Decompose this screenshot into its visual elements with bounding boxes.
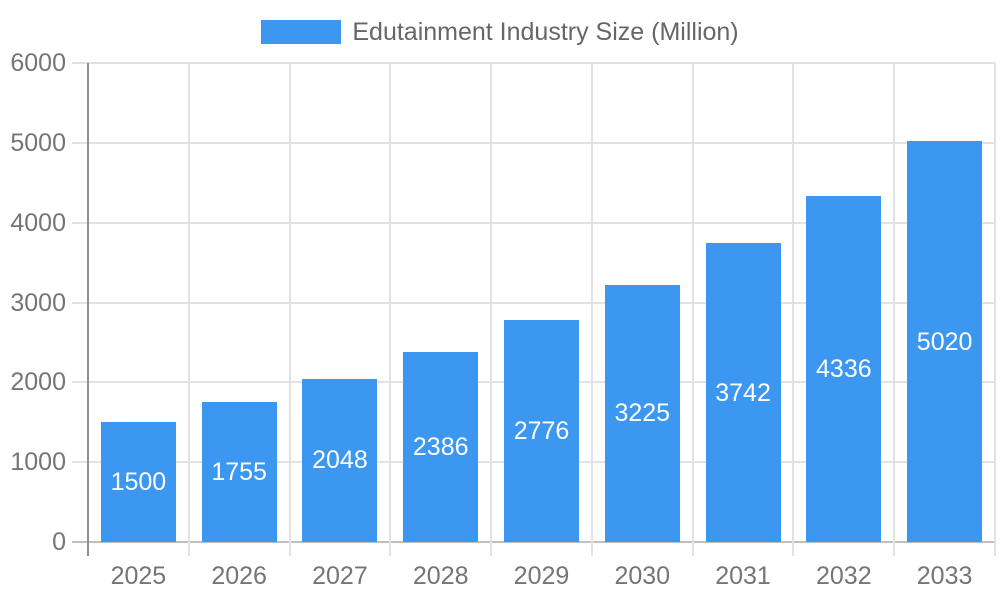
legend-swatch (261, 20, 342, 44)
x-axis-tick-label: 2028 (412, 562, 469, 590)
bar-value-label: 3742 (715, 378, 771, 407)
y-axis-tick-label: 1000 (10, 448, 66, 477)
bar-value-label: 5020 (916, 327, 973, 356)
gridline-v (691, 63, 694, 556)
x-axis-tick-label: 2033 (916, 562, 973, 590)
bar-2028[interactable] (403, 351, 479, 542)
gridline-h (72, 221, 995, 224)
bar-2026[interactable] (201, 401, 277, 542)
bar-2033[interactable] (907, 141, 983, 542)
gridline-v (893, 63, 896, 556)
gridline-h (72, 541, 995, 543)
bar-value-label: 1755 (211, 457, 267, 486)
gridline-v (590, 63, 593, 556)
x-axis-tick-label: 2032 (816, 562, 872, 590)
bar-value-label: 2386 (412, 432, 469, 461)
gridline-v (389, 63, 392, 556)
bar-value-label: 2048 (312, 446, 368, 475)
gridline-v (187, 63, 190, 556)
gridline-h (72, 141, 995, 144)
x-axis-tick-label: 2026 (211, 562, 267, 590)
x-axis-tick-label: 2031 (715, 562, 771, 590)
x-axis-tick-label: 2027 (312, 562, 368, 590)
gridline-h (72, 301, 995, 304)
y-axis-line (87, 63, 89, 556)
bar-value-label: 1500 (110, 468, 167, 497)
bar-2027[interactable] (302, 378, 378, 542)
bar-2032[interactable] (806, 195, 882, 542)
y-axis-tick-label: 2000 (10, 368, 66, 397)
y-axis-tick-label: 5000 (10, 128, 66, 157)
gridline-h (72, 62, 995, 64)
bar-value-label: 3225 (614, 399, 671, 428)
y-axis-tick-label: 4000 (10, 208, 66, 237)
bar-2025[interactable] (100, 422, 176, 542)
legend[interactable]: Edutainment Industry Size (Million) (0, 18, 1000, 46)
gridline-v (288, 63, 291, 556)
y-axis-tick-label: 3000 (10, 288, 66, 317)
bar-2029[interactable] (504, 320, 579, 542)
gridline-v (792, 63, 795, 556)
bar-value-label: 2776 (513, 417, 570, 446)
x-axis-tick-label: 2030 (614, 562, 671, 590)
x-axis-tick-label: 2029 (513, 562, 570, 590)
y-axis-tick-label: 6000 (10, 49, 66, 77)
gridline-v (490, 63, 493, 556)
y-axis-tick-label: 0 (52, 528, 66, 556)
bar-2030[interactable] (604, 284, 680, 542)
x-axis-tick-label: 2025 (110, 562, 167, 590)
bar-value-label: 4336 (816, 354, 872, 383)
bar-2031[interactable] (705, 243, 781, 542)
legend-label: Edutainment Industry Size (Million) (352, 18, 739, 46)
gridline-v (994, 63, 996, 556)
